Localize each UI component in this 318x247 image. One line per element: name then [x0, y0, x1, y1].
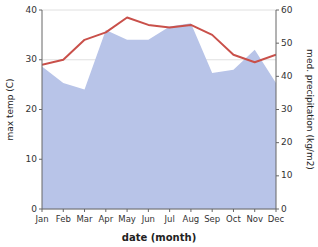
y-tick-label: 20 — [26, 104, 38, 114]
y2-tick-label: 40 — [281, 71, 293, 81]
x-tick — [127, 209, 128, 212]
x-tick — [233, 209, 234, 212]
y2-tick — [276, 109, 279, 110]
y-tick-label: 40 — [26, 5, 38, 15]
x-axis-label: date (month) — [122, 232, 196, 243]
y-tick-label: 30 — [26, 54, 38, 64]
x-tick — [169, 209, 170, 212]
x-tick — [148, 209, 149, 212]
x-tick — [190, 209, 191, 212]
grid-line — [42, 209, 276, 210]
y2-tick-label: 10 — [281, 170, 293, 180]
y-tick-label: 10 — [26, 154, 38, 164]
y-axis-label: max temp (C) — [5, 78, 15, 140]
y2-tick — [276, 142, 279, 143]
grid — [42, 10, 276, 209]
y2-tick-label: 0 — [281, 204, 287, 214]
y-tick — [39, 10, 42, 11]
temp-line — [42, 17, 276, 64]
y2-tick — [276, 76, 279, 77]
x-tick-label: May — [118, 214, 136, 224]
x-tick-label: Oct — [226, 214, 241, 224]
y2-axis-label: med. precipitation (kg/m2) — [305, 49, 315, 170]
chart: 0 10 20 30 40 0 10 20 30 40 50 60 Jan Feb Mar Apr May Jun… — [0, 0, 318, 247]
y2-tick-label: 30 — [281, 104, 293, 114]
y-tick — [39, 109, 42, 110]
x-tick-label: Dec — [268, 214, 285, 224]
x-tick — [212, 209, 213, 212]
y-tick — [39, 159, 42, 160]
y-tick — [39, 59, 42, 60]
y2-tick-label: 60 — [281, 5, 293, 15]
x-tick-label: Mar — [77, 214, 94, 224]
x-tick — [254, 209, 255, 212]
y-tick-label: 0 — [31, 204, 37, 214]
y2-tick-label: 50 — [281, 38, 293, 48]
y2-tick — [276, 175, 279, 176]
x-tick-label: Apr — [98, 214, 113, 224]
x-tick — [84, 209, 85, 212]
y2-tick — [276, 43, 279, 44]
y2-tick — [276, 10, 279, 11]
plot-area — [42, 17, 276, 209]
x-tick — [63, 209, 64, 212]
precip-area — [42, 23, 276, 209]
x-tick-label: Jan — [34, 214, 48, 224]
x-tick-label: Sep — [204, 214, 220, 224]
x-tick-label: Feb — [56, 214, 71, 224]
x-tick-label: Aug — [183, 214, 200, 224]
y2-tick-label: 20 — [281, 137, 293, 147]
x-tick — [42, 209, 43, 212]
x-tick-label: Jul — [164, 214, 175, 224]
x-tick — [105, 209, 106, 212]
axes: 0 10 20 30 40 0 10 20 30 40 50 60 Jan Feb Mar Apr May Jun… — [26, 5, 293, 225]
x-tick-label: Jun — [141, 214, 155, 224]
x-tick — [276, 209, 277, 212]
x-tick-label: Nov — [246, 214, 263, 224]
grid-line — [42, 10, 276, 11]
x-axis-line — [42, 209, 276, 210]
